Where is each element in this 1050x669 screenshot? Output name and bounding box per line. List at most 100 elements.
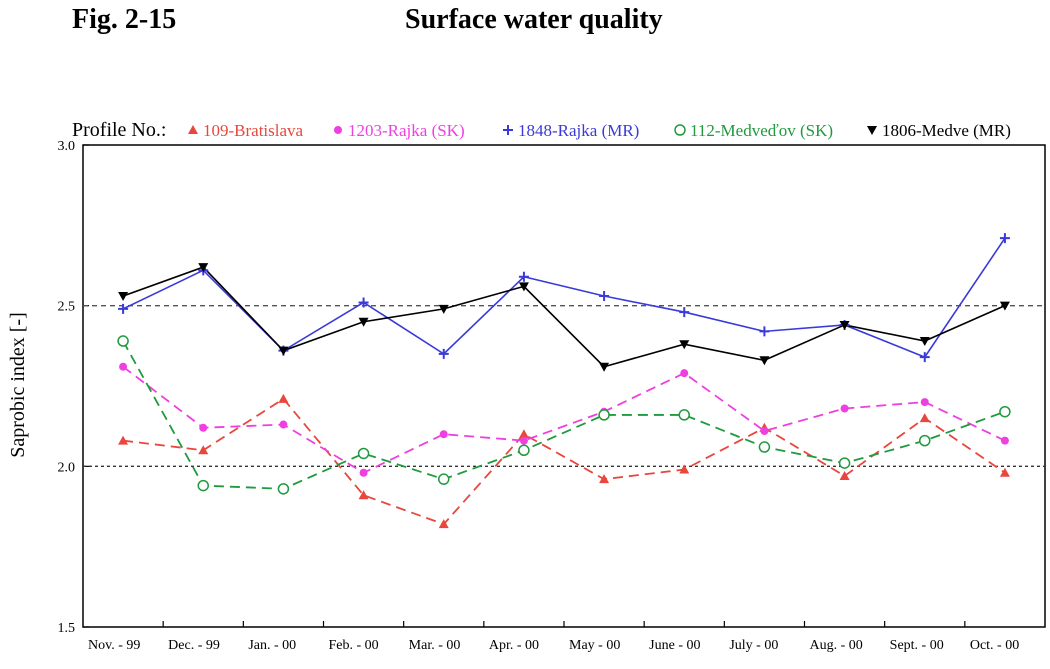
data-point	[919, 434, 931, 447]
data-point	[117, 335, 129, 347]
y-tick-label: 1.5	[58, 621, 76, 636]
data-point	[518, 444, 530, 457]
data-point	[838, 457, 851, 469]
data-point	[118, 303, 129, 314]
data-point	[438, 519, 449, 529]
data-point	[197, 479, 209, 492]
data-point	[839, 320, 850, 330]
data-point	[919, 413, 930, 423]
legend-entry: 1203-Rajka (SK)	[334, 121, 465, 140]
series-line	[122, 397, 1006, 526]
data-point	[519, 436, 528, 445]
legend-marker	[188, 125, 198, 134]
chart-axes	[82, 144, 1046, 628]
y-axis-label: Saprobic index [-]	[7, 312, 29, 458]
data-point	[357, 447, 370, 460]
data-point	[759, 356, 770, 366]
data-point	[438, 348, 449, 359]
x-tick-label: Oct. - 00	[970, 638, 1019, 653]
legend-label: 109-Bratislava	[203, 121, 304, 140]
legend: Profile No.: 109-Bratislava 1203-Rajka (SK…	[72, 119, 1011, 141]
legend-entry: 1848-Rajka (MR)	[503, 121, 639, 140]
x-tick-label: Dec. - 99	[168, 638, 220, 653]
data-point	[759, 326, 770, 337]
data-point	[758, 441, 771, 453]
y-tick-label: 3.0	[58, 139, 76, 154]
x-tick-labels: Nov. - 99 Dec. - 99 Jan. - 00 Feb. - 00 Mar.…	[88, 638, 1019, 653]
legend-title: Profile No.:	[72, 119, 166, 141]
data-point	[198, 445, 209, 455]
data-point	[358, 297, 369, 308]
figure-title: Surface water quality	[405, 4, 663, 35]
data-point	[598, 409, 610, 421]
data-point	[679, 464, 690, 474]
data-point	[278, 393, 289, 403]
legend-marker	[334, 126, 342, 134]
data-point	[678, 409, 690, 421]
legend-marker	[867, 126, 877, 135]
x-tick-label: May - 00	[569, 638, 620, 653]
data-point	[760, 426, 769, 435]
x-tick-label: June - 00	[649, 638, 700, 653]
y-tick-label: 2.5	[58, 300, 76, 315]
data-point	[438, 304, 449, 314]
y-tick-label: 2.0	[58, 460, 76, 475]
x-tick-label: Nov. - 99	[88, 638, 140, 653]
x-tick-label: Apr. - 00	[489, 638, 539, 653]
x-tick-label: Feb. - 00	[329, 638, 379, 653]
data-point	[359, 468, 368, 477]
legend-label: 1806-Medve (MR)	[882, 121, 1011, 140]
data-point	[1000, 436, 1009, 445]
data-point	[679, 340, 690, 350]
series-line	[122, 266, 1006, 368]
legend-label: 1203-Rajka (SK)	[348, 121, 465, 140]
data-point	[680, 369, 689, 378]
data-point	[358, 317, 369, 327]
x-tick-label: Sept. - 00	[890, 638, 944, 653]
series-markers	[117, 233, 1011, 529]
legend-marker	[674, 124, 686, 136]
x-tick-label: Aug. - 00	[810, 638, 863, 653]
legend-label: 112-Medveďov (SK)	[690, 121, 833, 140]
legend-entry: 112-Medveďov (SK)	[674, 121, 833, 140]
data-point	[999, 233, 1010, 244]
data-point	[999, 467, 1010, 477]
data-point	[839, 470, 850, 480]
data-point	[118, 292, 129, 302]
data-point	[518, 429, 529, 439]
data-point	[679, 307, 690, 318]
data-point	[919, 352, 930, 363]
legend-marker	[503, 125, 513, 135]
data-point	[118, 435, 129, 445]
x-tick-label: July - 00	[729, 638, 778, 653]
data-point	[438, 473, 450, 485]
figure-number: Fig. 2-15	[72, 4, 177, 35]
reference-lines	[83, 305, 1045, 467]
series-lines	[122, 237, 1006, 526]
data-point	[599, 362, 610, 372]
data-point	[277, 483, 290, 495]
data-point	[278, 346, 289, 356]
legend-label: 1848-Rajka (MR)	[518, 121, 639, 140]
data-point	[358, 490, 369, 500]
series-line	[122, 340, 1006, 490]
data-point	[119, 362, 128, 371]
series-line	[122, 237, 1006, 359]
data-point	[199, 423, 208, 432]
data-point	[999, 301, 1010, 311]
data-point	[198, 263, 209, 273]
data-point	[518, 271, 529, 282]
x-tick-label: Jan. - 00	[248, 638, 296, 653]
data-point	[518, 282, 529, 292]
data-point	[999, 405, 1011, 418]
data-point	[599, 291, 610, 302]
data-point	[919, 337, 930, 347]
data-point	[840, 404, 849, 413]
data-point	[279, 420, 288, 429]
x-tick-label: Mar. - 00	[409, 638, 461, 653]
y-tick-labels: 1.5 2.0 2.5 3.0	[58, 139, 76, 636]
legend-entry: 1806-Medve (MR)	[867, 121, 1011, 140]
data-point	[920, 398, 929, 407]
legend-entry: 109-Bratislava	[188, 121, 304, 140]
